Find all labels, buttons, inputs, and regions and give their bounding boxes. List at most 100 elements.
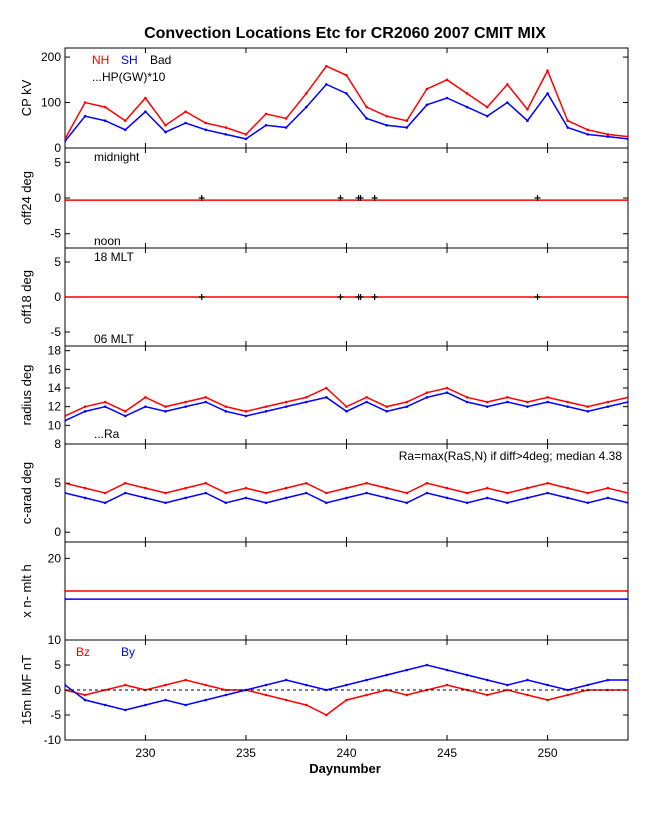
data-point-cp-nh xyxy=(124,119,127,123)
data-point-cp-nh xyxy=(485,105,489,109)
data-point-carad-sh xyxy=(224,501,228,505)
annotation-ra: ...Ra xyxy=(94,427,120,441)
data-point-off24-nh xyxy=(65,198,67,202)
bad-marker xyxy=(534,294,541,300)
data-point-radius-sh xyxy=(445,391,449,394)
data-point-radius-sh xyxy=(144,405,147,408)
data-point-carad-nh xyxy=(65,481,67,485)
data-point-imf-by xyxy=(506,683,509,687)
data-point-cp-sh xyxy=(224,133,228,136)
data-point-imf-bz xyxy=(224,688,228,692)
data-point-imf-by xyxy=(284,678,288,682)
data-point-imf-by xyxy=(566,688,569,692)
data-point-carad-sh xyxy=(144,496,147,500)
data-point-mlt-nh xyxy=(65,589,67,593)
data-point-imf-by xyxy=(144,703,147,707)
data-point-imf-by xyxy=(385,673,389,677)
data-point-cp-nh xyxy=(626,135,628,138)
y-tick-label: 5 xyxy=(54,255,61,269)
data-point-radius-nh xyxy=(284,400,288,404)
data-point-cp-sh xyxy=(103,119,107,123)
data-point-cp-sh xyxy=(385,123,389,127)
data-point-carad-nh xyxy=(164,491,167,495)
data-point-imf-by xyxy=(465,673,469,677)
data-point-radius-nh xyxy=(425,391,429,394)
data-point-carad-nh xyxy=(385,486,389,490)
data-point-carad-nh xyxy=(83,486,87,490)
y-axis-label-imf: 15m IMF nT xyxy=(19,655,34,725)
data-point-cp-sh xyxy=(184,121,187,125)
data-point-carad-nh xyxy=(626,491,628,495)
data-point-carad-sh xyxy=(526,496,529,500)
series-group-mlt xyxy=(65,589,628,601)
y-tick-label: 14 xyxy=(48,381,62,395)
data-point-off18-nh xyxy=(626,295,628,299)
data-point-carad-nh xyxy=(144,486,147,490)
data-point-radius-sh xyxy=(345,410,348,413)
data-point-cp-nh xyxy=(586,128,590,132)
x-axis-label: Daynumber xyxy=(309,761,381,776)
panel-frame-off24 xyxy=(64,147,629,249)
data-point-cp-nh xyxy=(526,108,529,111)
data-point-carad-sh xyxy=(546,491,549,495)
data-point-imf-by xyxy=(325,688,328,692)
y-tick-label: 10 xyxy=(48,418,62,432)
data-point-carad-nh xyxy=(405,491,409,495)
data-point-cp-sh xyxy=(264,123,268,127)
data-point-radius-nh xyxy=(365,396,368,399)
data-point-radius-sh xyxy=(325,396,328,399)
data-point-radius-sh xyxy=(264,410,268,413)
data-point-cp-sh xyxy=(325,83,328,86)
data-point-carad-sh xyxy=(83,496,87,500)
data-point-carad-nh xyxy=(345,486,348,490)
data-point-carad-nh xyxy=(124,481,127,485)
data-point-carad-sh xyxy=(345,496,348,500)
y-tick-label: 12 xyxy=(48,400,62,414)
legend-sh: SH xyxy=(121,53,138,67)
y-axis-label-off18: off18 deg xyxy=(19,270,34,324)
data-point-carad-nh xyxy=(526,486,529,490)
data-point-radius-sh xyxy=(405,405,409,408)
data-point-cp-sh xyxy=(485,114,489,118)
data-point-carad-nh xyxy=(264,491,268,495)
data-point-carad-sh xyxy=(425,491,429,495)
data-point-cp-sh xyxy=(345,92,348,95)
data-point-imf-bz xyxy=(485,693,489,697)
data-point-cp-nh xyxy=(244,133,248,136)
legend-nh: NH xyxy=(92,53,109,67)
data-point-imf-by xyxy=(204,698,208,702)
data-point-radius-nh xyxy=(566,400,569,404)
data-point-imf-bz xyxy=(83,693,87,697)
data-point-cp-nh xyxy=(465,92,469,95)
data-point-radius-nh xyxy=(124,410,127,413)
data-point-cp-sh xyxy=(144,110,147,113)
bad-marker xyxy=(357,195,364,201)
data-point-off18-nh xyxy=(65,295,67,299)
data-point-carad-nh xyxy=(425,481,429,485)
data-point-imf-by xyxy=(586,683,590,687)
data-point-imf-by xyxy=(425,663,429,667)
data-point-cp-nh xyxy=(445,78,449,82)
data-point-radius-sh xyxy=(365,400,368,404)
data-point-radius-nh xyxy=(204,396,208,399)
data-point-carad-sh xyxy=(365,491,368,495)
data-point-imf-bz xyxy=(304,703,308,707)
data-point-imf-by xyxy=(304,683,308,687)
bad-marker xyxy=(337,195,344,201)
legend-by: By xyxy=(121,645,135,659)
y-axis-label-carad: c-arad deg xyxy=(19,462,34,524)
data-point-cp-sh xyxy=(405,126,409,129)
data-point-cp-sh xyxy=(546,92,549,95)
x-tick-label: 250 xyxy=(538,746,558,760)
x-tick-label: 230 xyxy=(135,746,155,760)
data-point-imf-bz xyxy=(264,693,268,697)
y-tick-label: 0 xyxy=(54,525,61,539)
y-tick-label: 8 xyxy=(54,437,61,451)
data-point-cp-sh xyxy=(204,128,208,132)
y-tick-label: 10 xyxy=(48,633,62,647)
data-point-radius-nh xyxy=(626,396,628,399)
data-point-cp-nh xyxy=(103,105,107,109)
data-point-carad-nh xyxy=(566,486,569,490)
data-point-radius-nh xyxy=(606,400,610,404)
annotation-bottom-off18: 06 MLT xyxy=(94,332,134,346)
